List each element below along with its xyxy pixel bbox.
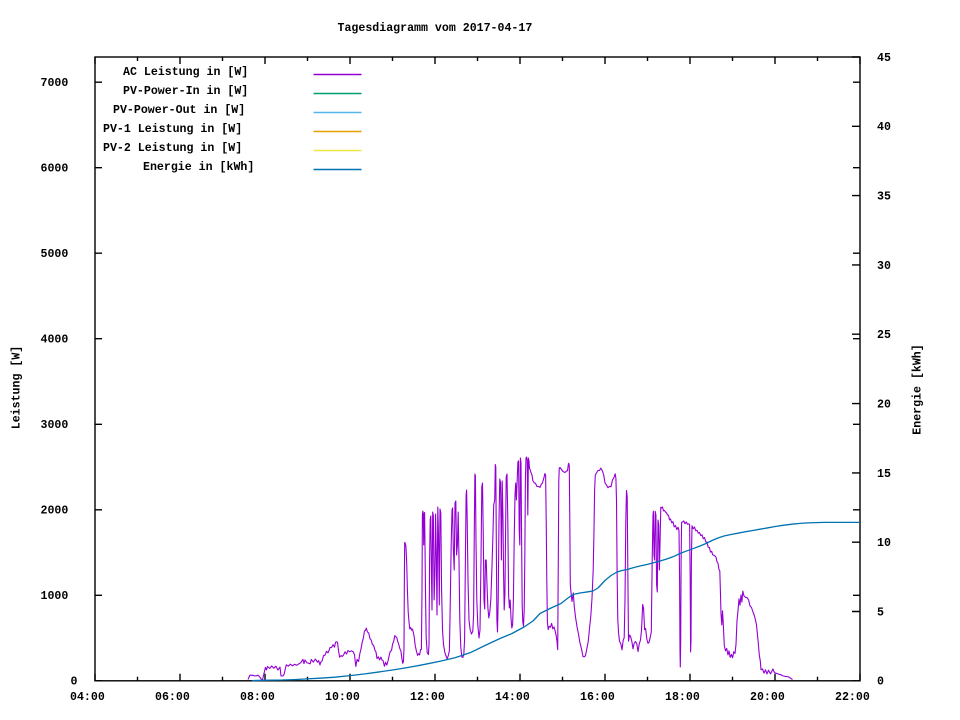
svg-text:1000: 1000: [41, 590, 69, 603]
svg-text:16:00: 16:00: [580, 691, 615, 704]
svg-text:3000: 3000: [41, 419, 69, 432]
svg-text:2000: 2000: [41, 505, 69, 518]
svg-text:10: 10: [877, 537, 891, 550]
svg-text:5000: 5000: [41, 248, 69, 261]
svg-text:5: 5: [877, 606, 884, 619]
svg-text:PV-Power-Out in [W]: PV-Power-Out in [W]: [113, 104, 245, 117]
svg-text:PV-2 Leistung in [W]: PV-2 Leistung in [W]: [103, 142, 242, 155]
svg-text:12:00: 12:00: [410, 691, 445, 704]
svg-text:08:00: 08:00: [240, 691, 275, 704]
svg-text:Tagesdiagramm vom 2017-04-17: Tagesdiagramm vom 2017-04-17: [338, 22, 533, 35]
svg-text:06:00: 06:00: [155, 691, 190, 704]
svg-text:4000: 4000: [41, 334, 69, 347]
svg-text:0: 0: [877, 676, 884, 689]
svg-text:10:00: 10:00: [325, 691, 360, 704]
svg-text:AC Leistung in [W]: AC Leistung in [W]: [123, 66, 248, 79]
svg-text:45: 45: [877, 52, 891, 65]
svg-text:14:00: 14:00: [495, 691, 530, 704]
svg-text:35: 35: [877, 191, 891, 204]
svg-text:PV-1 Leistung in [W]: PV-1 Leistung in [W]: [103, 123, 242, 136]
svg-text:6000: 6000: [41, 163, 69, 176]
svg-text:04:00: 04:00: [70, 691, 105, 704]
svg-text:15: 15: [877, 468, 891, 481]
svg-text:PV-Power-In in [W]: PV-Power-In in [W]: [123, 85, 248, 98]
svg-text:25: 25: [877, 329, 891, 342]
svg-text:0: 0: [71, 676, 78, 689]
svg-text:20:00: 20:00: [750, 691, 785, 704]
svg-text:40: 40: [877, 121, 891, 134]
svg-text:18:00: 18:00: [665, 691, 700, 704]
svg-text:30: 30: [877, 260, 891, 273]
svg-text:Energie in [kWh]: Energie in [kWh]: [143, 161, 254, 174]
svg-text:Energie [kWh]: Energie [kWh]: [912, 344, 925, 434]
svg-text:Leistung [W]: Leistung [W]: [11, 346, 24, 430]
svg-text:20: 20: [877, 398, 891, 411]
svg-text:22:00: 22:00: [835, 691, 870, 704]
svg-text:7000: 7000: [41, 77, 69, 90]
